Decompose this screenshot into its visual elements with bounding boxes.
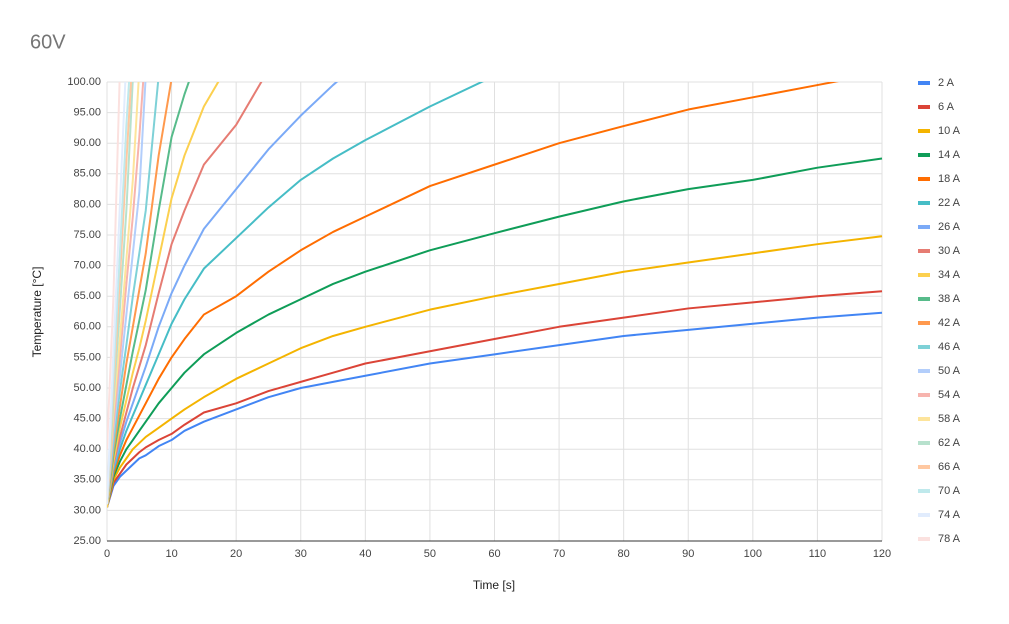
series-line [107,82,263,508]
series-line [107,290,883,508]
series-line [107,82,839,508]
legend-swatch [918,489,930,493]
legend-swatch [918,249,930,253]
series-line [107,82,121,450]
series-line [107,82,484,508]
legend-label: 50 A [938,365,961,377]
y-tick-label: 75.00 [73,229,101,241]
legend-label: 18 A [938,173,961,185]
x-axis-title: Time [s] [473,578,515,592]
y-tick-label: 85.00 [73,168,101,180]
series-line [107,82,160,505]
legend-swatch [918,537,930,541]
series-line [107,311,883,508]
x-tick-label: 120 [873,548,891,560]
x-tick-label: 10 [165,548,177,560]
legend-swatch [918,201,930,205]
legend-swatch [918,441,930,445]
legend-swatch [918,513,930,517]
y-tick-label: 65.00 [73,290,101,302]
series-line [107,235,883,508]
y-tick-label: 100.00 [67,76,101,88]
legend-swatch [918,273,930,277]
y-tick-label: 90.00 [73,137,101,149]
x-tick-label: 70 [553,548,565,560]
y-tick-label: 55.00 [73,351,101,363]
x-tick-label: 20 [230,548,242,560]
legend-swatch [918,393,930,397]
x-tick-label: 100 [744,548,762,560]
legend-label: 62 A [938,437,961,449]
series-line [107,82,173,505]
legend-label: 30 A [938,245,961,257]
y-tick-label: 40.00 [73,443,101,455]
chart-title: 60V [30,31,66,53]
series-line [107,82,127,505]
series-line [107,82,339,508]
legend-swatch [918,105,930,109]
legend-swatch [918,177,930,181]
series-line [107,82,220,508]
y-tick-label: 25.00 [73,535,101,547]
x-tick-label: 0 [104,548,110,560]
y-tick-label: 30.00 [73,504,101,516]
x-tick-label: 50 [424,548,436,560]
y-tick-label: 60.00 [73,321,101,333]
legend-label: 14 A [938,149,961,161]
legend-label: 74 A [938,509,961,521]
legend-swatch [918,417,930,421]
legend-label: 10 A [938,125,961,137]
legend-swatch [918,321,930,325]
legend-swatch [918,81,930,85]
x-tick-label: 40 [359,548,371,560]
y-axis-title: Temperature [°C] [30,267,44,358]
legend-label: 46 A [938,341,961,353]
legend-label: 6 A [938,101,955,113]
legend-label: 54 A [938,389,961,401]
legend-swatch [918,129,930,133]
legend-swatch [918,345,930,349]
y-tick-label: 95.00 [73,107,101,119]
y-tick-label: 80.00 [73,198,101,210]
y-tick-label: 45.00 [73,413,101,425]
x-tick-label: 90 [682,548,694,560]
legend-swatch [918,225,930,229]
legend-swatch [918,465,930,469]
legend-swatch [918,297,930,301]
legend-label: 58 A [938,413,961,425]
legend-label: 22 A [938,197,961,209]
legend-swatch [918,153,930,157]
legend-label: 70 A [938,485,961,497]
x-tick-label: 30 [295,548,307,560]
legend-label: 2 A [938,77,955,89]
y-tick-label: 35.00 [73,474,101,486]
x-tick-label: 60 [488,548,500,560]
legend-label: 42 A [938,317,961,329]
plot-area [107,82,883,508]
legend-label: 26 A [938,221,961,233]
x-tick-label: 110 [809,548,827,560]
x-tick-label: 80 [618,548,630,560]
legend-label: 66 A [938,461,961,473]
legend-label: 78 A [938,533,961,545]
y-tick-label: 50.00 [73,382,101,394]
series-line [107,157,883,508]
series-line [107,82,190,505]
legend-label: 34 A [938,269,961,281]
legend-swatch [918,369,930,373]
legend-label: 38 A [938,293,961,305]
y-tick-label: 70.00 [73,260,101,272]
